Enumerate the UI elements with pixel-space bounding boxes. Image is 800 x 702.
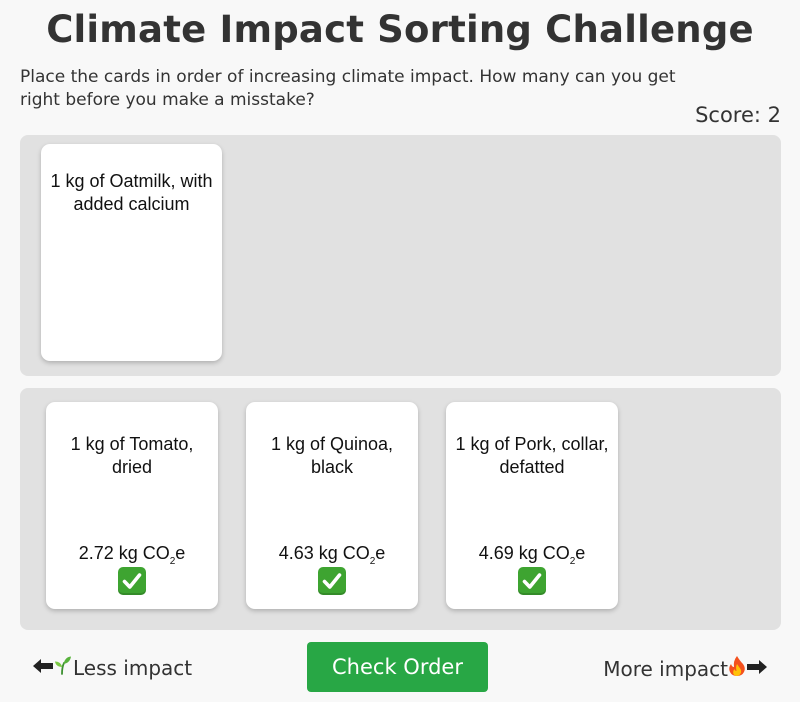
card-impact: 4.69 kg CO2e	[478, 543, 586, 567]
card-impact: 4.63 kg CO2e	[278, 543, 386, 567]
check-order-button[interactable]: Check Order	[307, 642, 488, 692]
card-name: 1 kg of Pork, collar, defatted	[455, 434, 609, 477]
less-impact-label: Less impact	[32, 655, 192, 680]
placed-card[interactable]: 1 kg of Pork, collar, defatted 4.69 kg C…	[446, 402, 618, 609]
check-mark-icon	[518, 567, 546, 595]
arrow-left-icon	[32, 656, 54, 680]
score-display: Score: 2	[695, 103, 781, 127]
more-impact-label: More impact	[603, 655, 768, 682]
card-name: 1 kg of Quinoa, black	[270, 434, 394, 477]
card-name: 1 kg of Oatmilk, with added calcium	[50, 171, 213, 214]
check-mark-icon	[318, 567, 346, 595]
page-title: Climate Impact Sorting Challenge	[46, 8, 754, 51]
less-impact-text: Less impact	[73, 655, 193, 680]
sorted-cards-area: 1 kg of Tomato, dried 2.72 kg CO2e 1 kg …	[20, 388, 781, 630]
seedling-icon	[54, 655, 72, 680]
more-impact-text: More impact	[603, 656, 728, 681]
placed-card[interactable]: 1 kg of Tomato, dried 2.72 kg CO2e	[46, 402, 218, 609]
current-card[interactable]: 1 kg of Oatmilk, with added calcium	[41, 144, 222, 361]
card-impact: 2.72 kg CO2e	[78, 543, 186, 567]
card-name: 1 kg of Tomato, dried	[70, 434, 194, 477]
placed-card[interactable]: 1 kg of Quinoa, black 4.63 kg CO2e	[246, 402, 418, 609]
check-mark-icon	[118, 567, 146, 595]
fire-icon	[728, 655, 746, 682]
current-card-area: 1 kg of Oatmilk, with added calcium	[20, 135, 781, 376]
instructions-text: Place the cards in order of increasing c…	[20, 67, 676, 110]
arrow-right-icon	[746, 657, 768, 681]
